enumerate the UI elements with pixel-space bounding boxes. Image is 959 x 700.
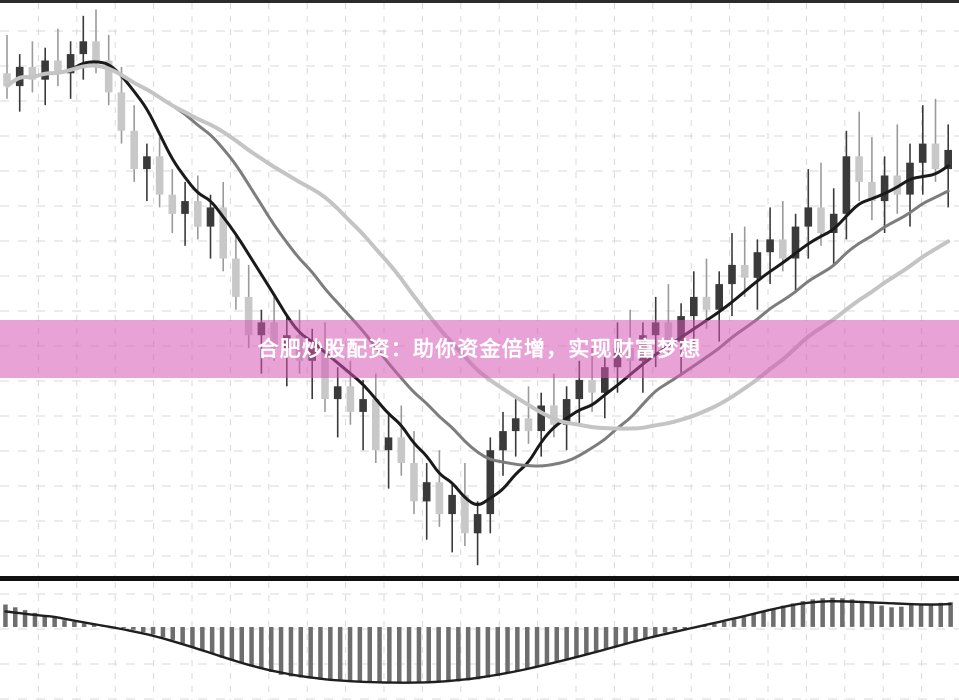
- macd-panel: [0, 582, 959, 700]
- price-panel: [0, 3, 959, 578]
- chart-top-border: [0, 0, 959, 3]
- banner-title-text: 合肥炒股配资：助你资金倍增，实现财富梦想: [257, 337, 702, 361]
- title-banner-overlay: 合肥炒股配资：助你资金倍增，实现财富梦想: [0, 320, 959, 378]
- macd-panel-grid: [0, 582, 959, 700]
- price-panel-series: [0, 3, 959, 578]
- macd-panel-series: [0, 582, 959, 700]
- panel-divider: [0, 576, 959, 581]
